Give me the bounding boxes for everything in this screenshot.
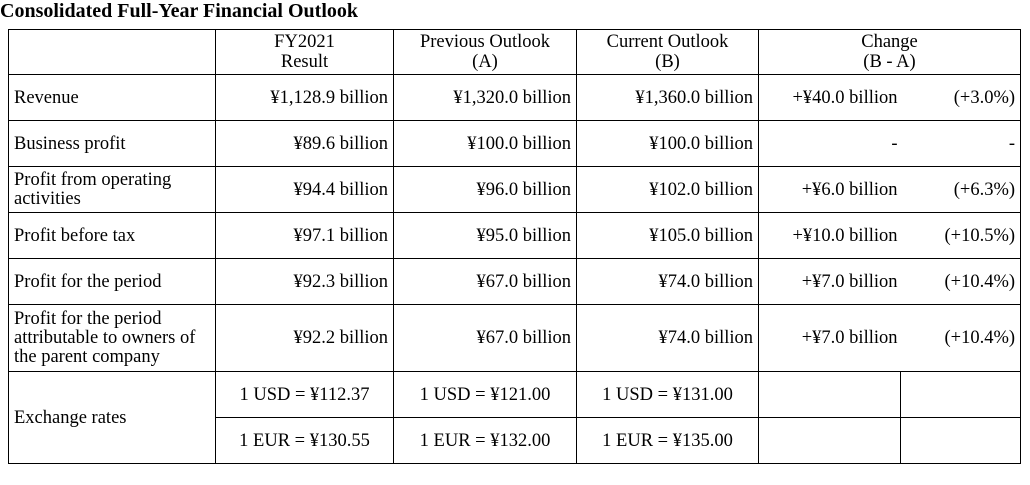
current-value: ¥74.0 billion <box>576 304 759 372</box>
row-label: Profit for the period <box>8 258 216 305</box>
row-label: Profit from operating activities <box>8 166 216 213</box>
table-row: Profit from operating activities ¥94.4 b… <box>8 166 1022 213</box>
table-row: Profit for the period ¥92.3 billion ¥67.… <box>8 258 1022 305</box>
fy2021-value: ¥89.6 billion <box>215 120 394 167</box>
usd-rate-change-empty <box>758 371 901 418</box>
header-fy2021: FY2021 Result <box>215 29 394 75</box>
table-row: Profit before tax ¥97.1 billion ¥95.0 bi… <box>8 212 1022 259</box>
change-value: +¥6.0 billion <box>758 166 901 213</box>
change-percent: (+3.0%) <box>900 74 1022 121</box>
eur-rate-change-empty <box>758 417 901 464</box>
change-percent: - <box>900 120 1022 167</box>
current-value: ¥100.0 billion <box>576 120 759 167</box>
usd-rate-fy2021: 1 USD = ¥112.37 <box>215 371 394 418</box>
header-change: Change (B - A) <box>757 29 1022 75</box>
change-value: +¥7.0 billion <box>758 258 901 305</box>
change-percent: (+10.4%) <box>900 258 1022 305</box>
change-percent: (+10.4%) <box>900 304 1022 372</box>
change-value: +¥10.0 billion <box>758 212 901 259</box>
previous-value: ¥96.0 billion <box>393 166 577 213</box>
previous-value: ¥100.0 billion <box>393 120 577 167</box>
eur-rate-change-pct-empty <box>899 417 1022 464</box>
previous-value: ¥1,320.0 billion <box>393 74 577 121</box>
change-percent: (+6.3%) <box>900 166 1022 213</box>
current-value: ¥105.0 billion <box>576 212 759 259</box>
change-value: +¥7.0 billion <box>758 304 901 372</box>
eur-rate-previous: 1 EUR = ¥132.00 <box>393 417 577 464</box>
usd-rate-current: 1 USD = ¥131.00 <box>576 371 759 418</box>
current-value: ¥102.0 billion <box>576 166 759 213</box>
previous-value: ¥67.0 billion <box>393 304 577 372</box>
usd-rate-change-pct-empty <box>899 371 1022 418</box>
previous-value: ¥67.0 billion <box>393 258 577 305</box>
table-row: Business profit ¥89.6 billion ¥100.0 bil… <box>8 120 1022 167</box>
change-value: +¥40.0 billion <box>758 74 901 121</box>
table-row: Revenue ¥1,128.9 billion ¥1,320.0 billio… <box>8 74 1022 121</box>
fy2021-value: ¥1,128.9 billion <box>215 74 394 121</box>
header-current-outlook: Current Outlook (B) <box>576 29 759 75</box>
table-row: Profit for the period attributable to ow… <box>8 304 1022 372</box>
fy2021-value: ¥92.2 billion <box>215 304 394 372</box>
exchange-rates-label: Exchange rates <box>8 371 216 464</box>
change-percent: (+10.5%) <box>900 212 1022 259</box>
eur-rate-fy2021: 1 EUR = ¥130.55 <box>215 417 394 464</box>
fy2021-value: ¥94.4 billion <box>215 166 394 213</box>
eur-rate-current: 1 EUR = ¥135.00 <box>576 417 759 464</box>
row-label: Revenue <box>8 74 216 121</box>
exchange-rate-row-usd: Exchange rates 1 USD = ¥112.37 1 USD = ¥… <box>8 371 1022 464</box>
change-value: - <box>758 120 901 167</box>
usd-rate-previous: 1 USD = ¥121.00 <box>393 371 577 418</box>
header-row: FY2021 Result Previous Outlook (A) Current… <box>8 29 1022 75</box>
previous-value: ¥95.0 billion <box>393 212 577 259</box>
header-item-blank <box>8 29 216 75</box>
current-value: ¥74.0 billion <box>576 258 759 305</box>
row-label: Profit before tax <box>8 212 216 259</box>
financial-outlook-table: FY2021 Result Previous Outlook (A) Current… <box>8 29 1022 464</box>
row-label: Business profit <box>8 120 216 167</box>
fy2021-value: ¥97.1 billion <box>215 212 394 259</box>
header-previous-outlook: Previous Outlook (A) <box>393 29 577 75</box>
exchange-rate-row-eur: 1 EUR = ¥130.55 1 EUR = ¥132.00 1 EUR = … <box>9 417 1022 464</box>
current-value: ¥1,360.0 billion <box>576 74 759 121</box>
row-label: Profit for the period attributable to ow… <box>8 304 216 372</box>
table-title: Consolidated Full-Year Financial Outlook <box>0 0 359 22</box>
fy2021-value: ¥92.3 billion <box>215 258 394 305</box>
